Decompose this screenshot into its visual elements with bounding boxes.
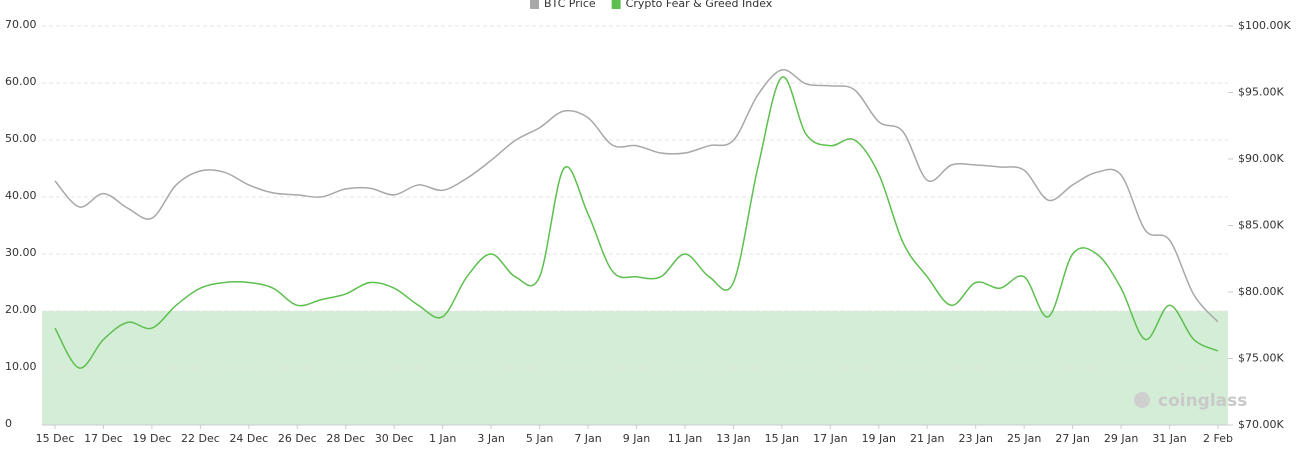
y-tick-label: 30.00 — [5, 246, 37, 259]
series-line — [54, 76, 1219, 369]
legend-swatch — [530, 0, 539, 9]
y2-tick-label: $95.00K — [1238, 86, 1284, 99]
x-tick-label: 31 Jan — [1152, 432, 1186, 445]
x-tick-label: 2 Feb — [1203, 432, 1233, 445]
y2-tick-label: $80.00K — [1238, 285, 1284, 298]
x-tick-label: 25 Jan — [1007, 432, 1041, 445]
y-tick-label: 40.00 — [5, 189, 37, 202]
watermark: coinglass — [1158, 391, 1247, 411]
y-tick-label: 70.00 — [5, 18, 37, 31]
y-tick-label: 0 — [5, 417, 12, 430]
x-tick-label: 19 Dec — [133, 432, 172, 445]
x-tick-label: 21 Jan — [910, 432, 944, 445]
x-tick-label: 1 Jan — [429, 432, 456, 445]
y2-tick-label: $100.00K — [1238, 19, 1291, 32]
watermark-icon — [1134, 392, 1150, 408]
y-tick-label: 60.00 — [5, 75, 37, 88]
y2-tick-label: $75.00K — [1238, 352, 1284, 365]
y-tick-label: 20.00 — [5, 303, 37, 316]
x-tick-label: 22 Dec — [181, 432, 220, 445]
series-line — [54, 69, 1219, 323]
y-tick-label: 10.00 — [5, 360, 37, 373]
y2-tick-label: $85.00K — [1238, 219, 1284, 232]
legend-label: BTC Price — [544, 0, 596, 10]
x-tick-label: 27 Jan — [1055, 432, 1089, 445]
legend-swatch — [611, 0, 621, 9]
x-tick-label: 19 Jan — [862, 432, 896, 445]
legend-label: Crypto Fear & Greed Index — [626, 0, 773, 10]
y2-tick-label: $70.00K — [1238, 418, 1284, 431]
y2-tick-label: $90.00K — [1238, 152, 1284, 165]
x-tick-label: 26 Dec — [278, 432, 317, 445]
x-tick-label: 11 Jan — [668, 432, 702, 445]
x-tick-label: 24 Dec — [229, 432, 268, 445]
x-tick-label: 29 Jan — [1104, 432, 1138, 445]
x-tick-label: 7 Jan — [574, 432, 601, 445]
y-tick-label: 50.00 — [5, 132, 37, 145]
x-tick-label: 5 Jan — [526, 432, 553, 445]
x-tick-label: 13 Jan — [716, 432, 750, 445]
x-tick-label: 17 Dec — [84, 432, 123, 445]
x-tick-label: 23 Jan — [958, 432, 992, 445]
x-tick-label: 15 Dec — [36, 432, 75, 445]
legend: BTC Price Crypto Fear & Greed Index — [530, 0, 773, 10]
x-tick-label: 3 Jan — [477, 432, 504, 445]
x-tick-label: 17 Jan — [813, 432, 847, 445]
x-tick-label: 28 Dec — [326, 432, 365, 445]
x-tick-label: 30 Dec — [375, 432, 414, 445]
x-tick-label: 9 Jan — [623, 432, 650, 445]
x-tick-label: 15 Jan — [765, 432, 799, 445]
